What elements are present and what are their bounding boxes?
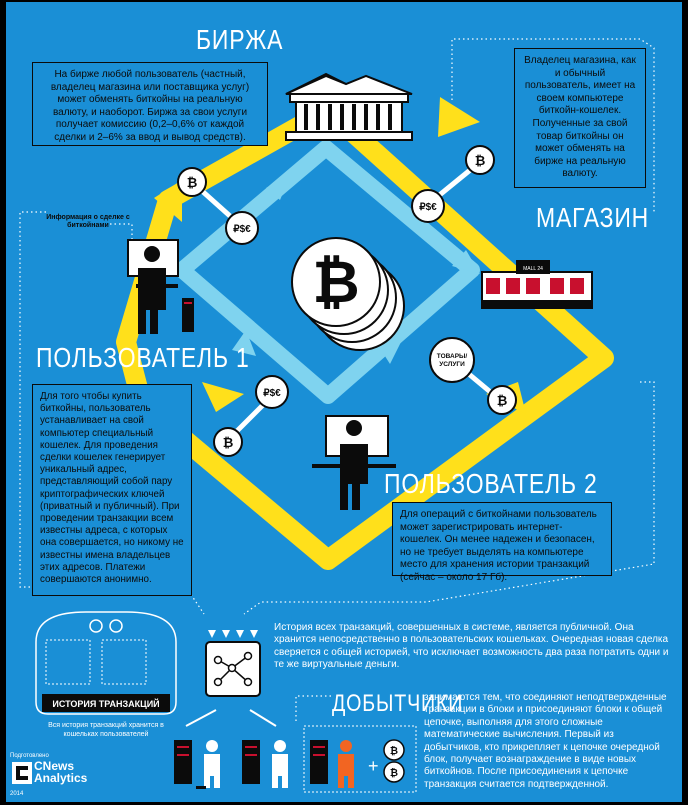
exchange-building-icon <box>285 72 413 141</box>
bitcoin-coin-icon-4: ₿ <box>213 427 243 457</box>
title-user2: ПОЛЬЗОВАТЕЛЬ 2 <box>384 468 598 499</box>
goods-label-line-2: УСЛУГИ <box>439 361 465 368</box>
fiat-money-icon-2: ₽$€ <box>411 189 445 223</box>
goods-services-icon: ТОВАРЫ/ УСЛУГИ <box>429 337 475 383</box>
yellow-arrowheads <box>154 97 526 414</box>
svg-text:₿: ₿ <box>390 767 398 779</box>
connector-miners <box>295 695 331 722</box>
miners-description: занимаются тем, что соединяют неподтверж… <box>424 692 667 790</box>
coin-and-money-icons: ₿ ₽$€ ₿ ₽$€ ТОВАРЫ/ УСЛУГИ ₿ ₽$€ ₿ <box>177 145 517 457</box>
miner-1-icon <box>174 740 220 789</box>
dotted-connectors <box>19 38 655 722</box>
svg-text:+: + <box>368 756 379 776</box>
svg-text:₿: ₿ <box>187 175 198 190</box>
fiat-money-icon-1: ₽$€ <box>225 211 259 245</box>
down-arrows <box>208 630 258 638</box>
bitcoin-coin-icon-1: ₿ <box>177 167 207 197</box>
fiat-symbols-2: ₽$€ <box>419 202 437 213</box>
arrowhead-top-left <box>154 180 182 222</box>
bitcoin-coin-icon-3: ₿ <box>487 385 517 415</box>
user1-description: Для того чтобы купить биткойны, пользова… <box>32 384 192 596</box>
user-1-figure-icon <box>127 239 194 334</box>
history-description: История всех транзакций, совершенных в с… <box>274 622 669 671</box>
store-sign: MALL 24 <box>523 266 543 272</box>
reward-box <box>303 725 417 793</box>
infographic-panel: ₿ MALL 24 <box>6 2 682 802</box>
miner-3-reward-icon: + ₿ ₿ <box>310 739 405 788</box>
fiat-symbols-1: ₽$€ <box>233 224 251 235</box>
title-exchange: БИРЖА <box>196 24 284 55</box>
user2-description: Для операций с биткойнами пользователь м… <box>392 502 612 583</box>
bitcoin-symbol: ₿ <box>312 250 359 315</box>
history-caption: Вся история транзакций хранится в кошель… <box>48 722 164 738</box>
arrowhead-bottom-left <box>202 382 244 412</box>
history-label: ИСТОРИЯ ТРАНЗАКЦИЙ <box>52 699 160 709</box>
blue-arrow-4 <box>232 330 256 356</box>
exchange-description: На бирже любой пользователь (частный, вл… <box>32 62 268 146</box>
miners-group-icon: + ₿ ₿ <box>174 709 417 793</box>
store-description: Владелец магазина, как и обычный пользов… <box>514 48 646 188</box>
cnews-logo-text-2: Analytics <box>34 771 88 785</box>
connector-user1-history <box>19 211 205 615</box>
cnews-logo-icon <box>12 762 32 784</box>
blue-arrowheads <box>232 172 480 364</box>
wallet-purse-icon <box>35 611 177 715</box>
svg-text:₿: ₿ <box>390 745 398 757</box>
blockchain-ledger-icon <box>205 641 261 697</box>
title-miners: ДОБЫТЧИКИ <box>332 690 464 717</box>
arrowhead-top-right <box>438 97 480 137</box>
svg-text:₿: ₿ <box>223 435 234 450</box>
title-user1: ПОЛЬЗОВАТЕЛЬ 1 <box>36 342 250 373</box>
miner-2-icon <box>242 740 288 788</box>
cnews-logo-text-1: CNews <box>34 759 75 773</box>
connector-user2-history <box>243 381 655 615</box>
svg-text:₿: ₿ <box>475 153 486 168</box>
fiat-symbols-3: ₽$€ <box>263 388 281 399</box>
goods-label-line-1: ТОВАРЫ/ <box>437 353 468 360</box>
svg-text:₿: ₿ <box>497 393 508 408</box>
connector-deal-info <box>110 223 133 240</box>
prepared-by-label: Подготовлено <box>10 753 49 759</box>
bitcoin-stack-icon: ₿ <box>291 237 405 351</box>
blue-arrow-2 <box>452 250 480 274</box>
connector-store-note <box>451 38 655 212</box>
blue-arrow-3 <box>376 340 402 364</box>
user-2-figure-icon <box>312 415 396 510</box>
bitcoin-coin-icon-2: ₿ <box>465 145 495 175</box>
year-label: 2014 <box>10 791 24 797</box>
diagram-graphics: ₿ MALL 24 <box>12 38 655 793</box>
fiat-money-icon-3: ₽$€ <box>255 375 289 409</box>
store-building-icon: MALL 24 <box>481 260 593 309</box>
deal-info-label: Информация о сделке с биткойнами <box>46 214 130 229</box>
blue-arrow-1 <box>266 172 292 200</box>
title-store: МАГАЗИН <box>536 202 650 233</box>
